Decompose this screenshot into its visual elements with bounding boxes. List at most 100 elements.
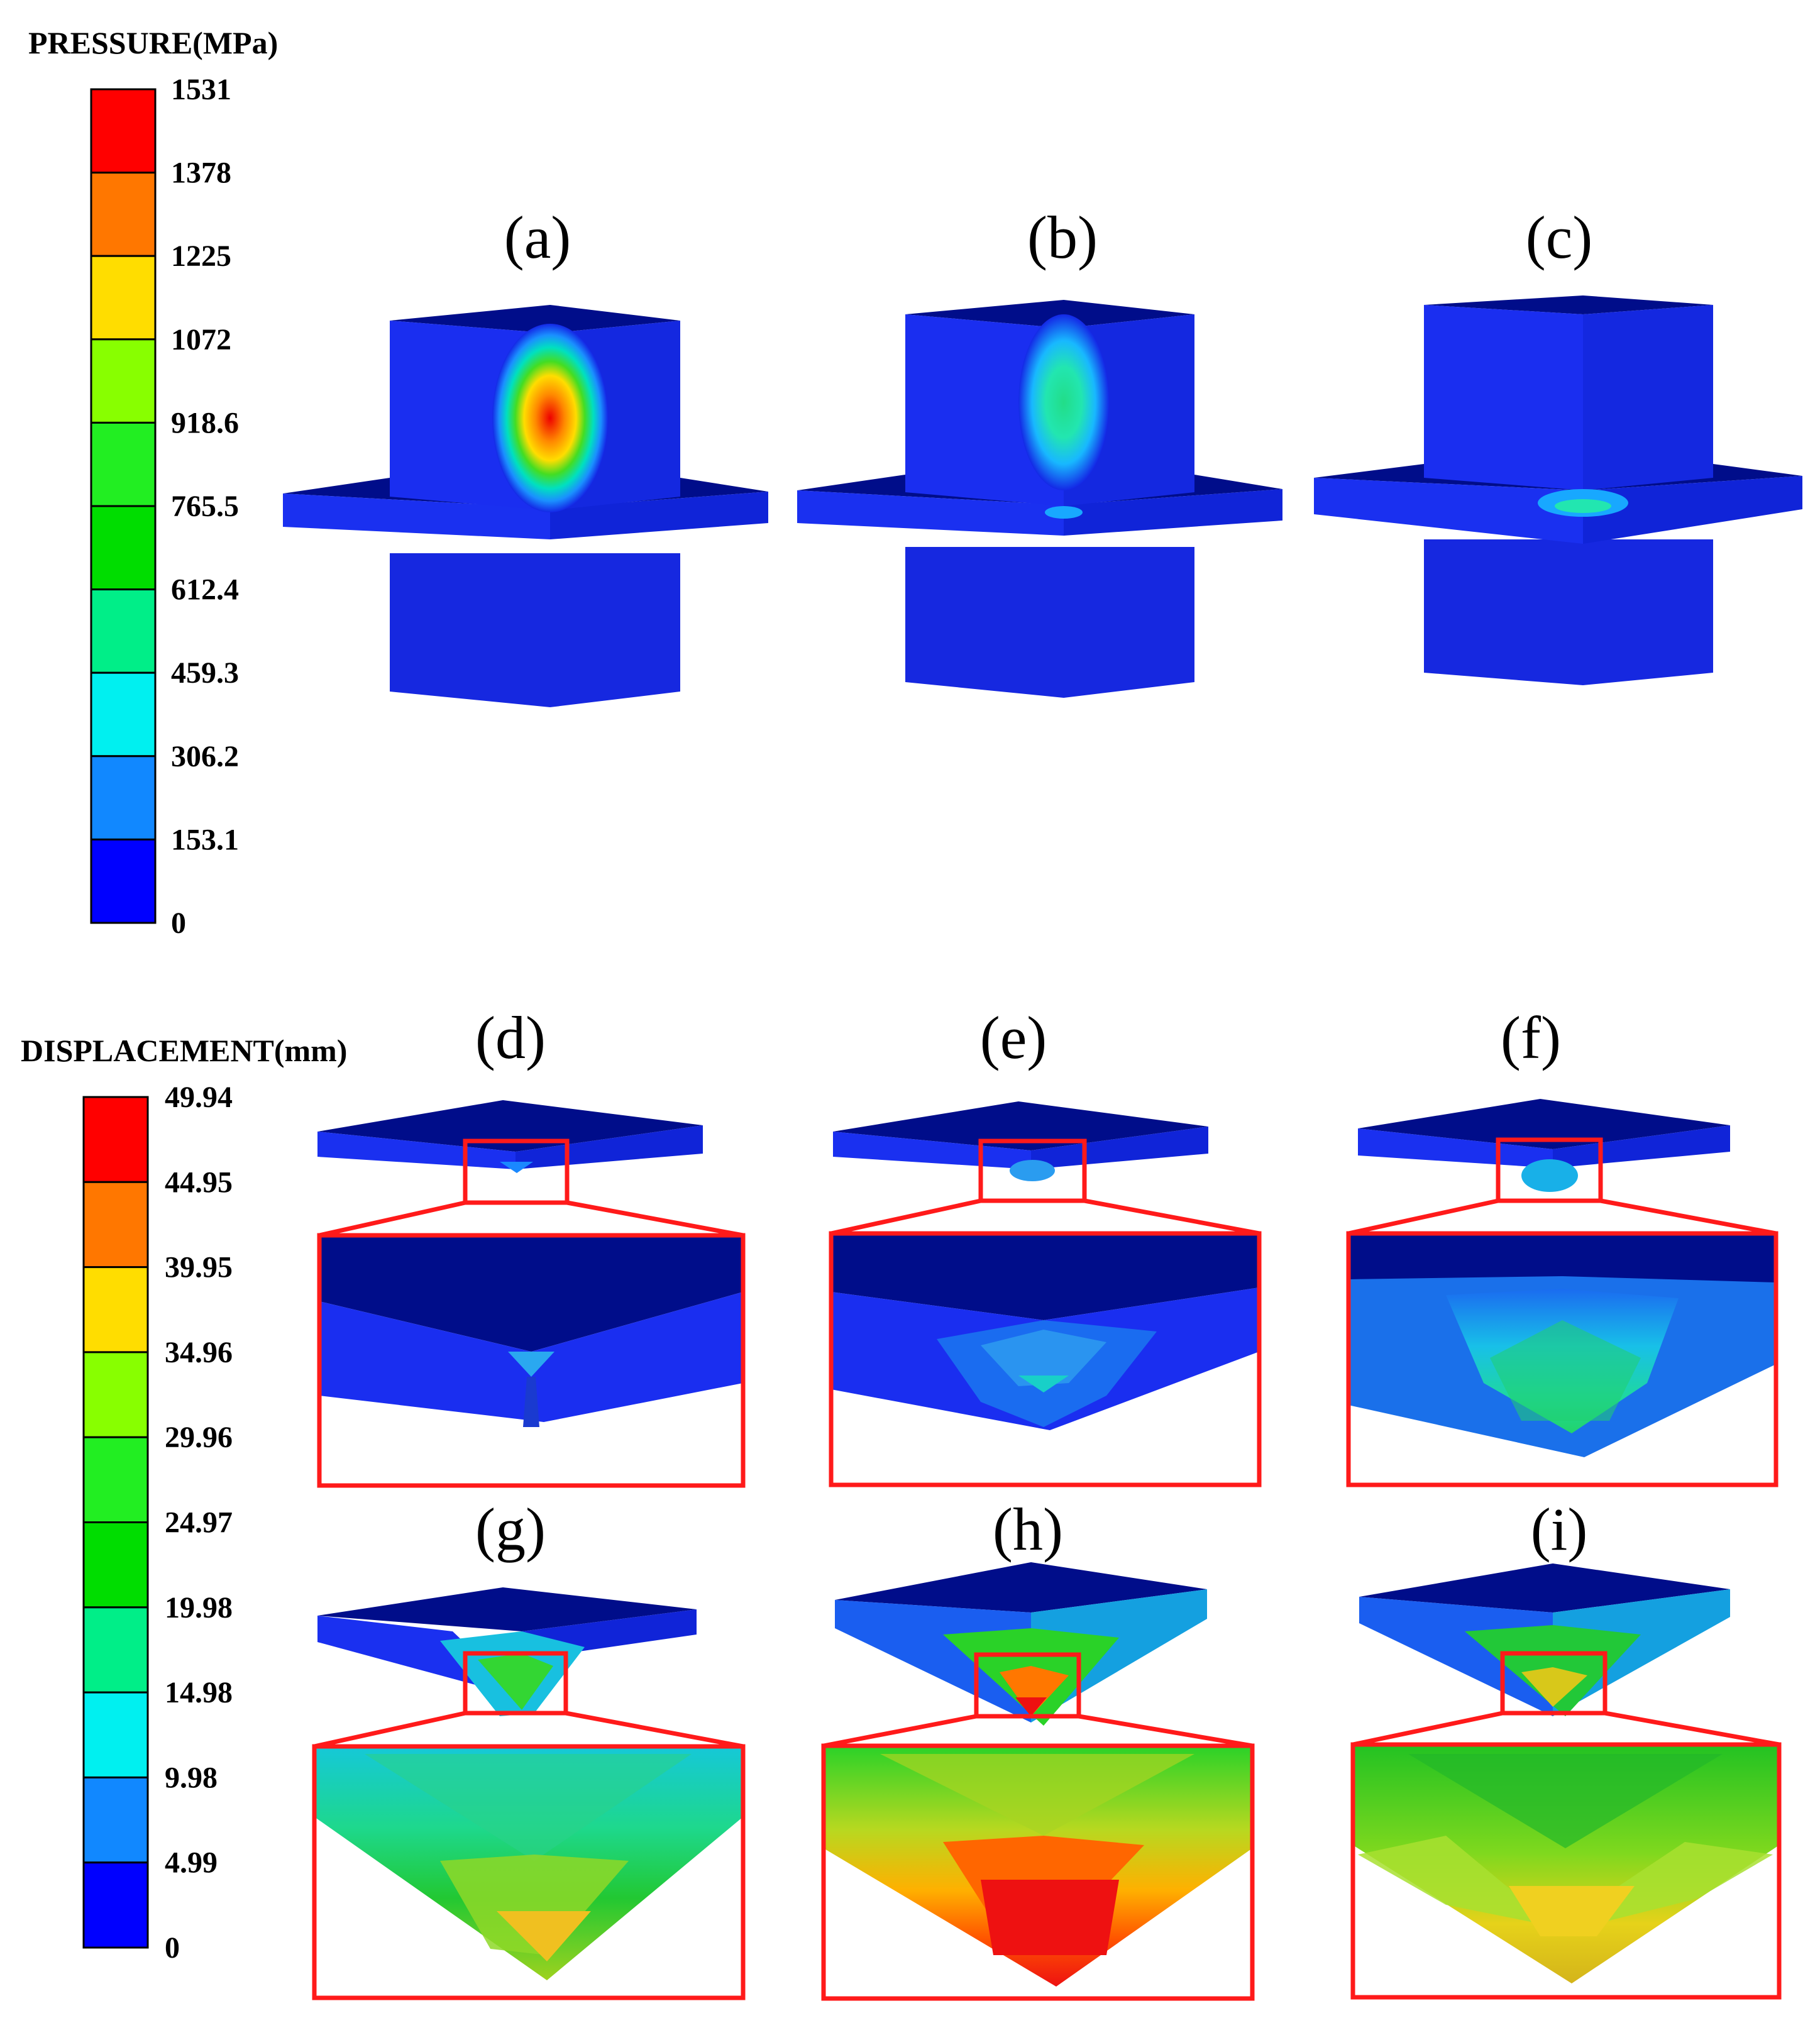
panel-i: (i) [1350,1496,1782,2000]
zoom-view [317,1233,746,1488]
colorbar-band [82,1266,149,1354]
zoom-connector [319,1200,466,1238]
colorbar-tick-label: 459.3 [171,656,239,690]
colorbar-tick-label: 1531 [171,73,231,106]
plate-top [317,1587,697,1631]
colorbar-tick-label: 44.95 [165,1166,233,1199]
colorbar-band [82,1436,149,1523]
zoom-connector [1352,1711,1503,1747]
panel-f: (f) [1346,1004,1779,1487]
colorbar-band [82,1351,149,1438]
plate-top [317,1100,703,1152]
colorbar-band [90,755,157,841]
colorbar-tick-label: 34.96 [165,1336,233,1369]
pressure-tick-labels: 1531 1378 1225 1072 918.6 765.5 612.4 459.3 306.… [171,73,239,940]
colorbar-tick-label: 39.95 [165,1251,233,1284]
zoom-view [1350,1742,1782,2000]
colorbar-band [82,1606,149,1694]
colorbar-tick-label: 918.6 [171,406,239,439]
panel-a: (a) [283,204,768,707]
panel-d-label: (d) [475,1004,546,1071]
pressure-hotspot [492,324,608,512]
colorbar-band [90,838,157,924]
plate-side-right [1064,489,1282,536]
plate-side [1358,1128,1553,1168]
zoom-connector [566,1200,744,1238]
colorbar-tick-label: 1225 [171,240,231,273]
zoom-view [1346,1231,1779,1487]
plate-side-right [516,1125,703,1169]
plate-top [1359,1563,1730,1613]
colorbar-band [90,671,157,758]
pressure-spot-lower [1045,506,1083,519]
zoom-connector [1600,1198,1777,1236]
colorbar-tick-label: 612.4 [171,573,239,607]
panel-g: (g) [312,1496,746,2000]
colorbar-tick-label: 0 [165,1931,180,1965]
plate-side [835,1600,1031,1723]
plate-side [283,493,550,539]
zoom-connector [1604,1711,1780,1747]
lower-block [1424,539,1713,685]
zoom-box [1496,1137,1603,1203]
colorbar-band [82,1691,149,1778]
plate-top [1358,1099,1730,1149]
plate-side [797,490,1064,536]
colorbar-tick-label: 1378 [171,157,231,190]
colorbar-tick-label: 9.98 [165,1761,218,1794]
colorbar-band [90,505,157,591]
panel-c-label: (c) [1526,204,1593,271]
upper-block-front [1424,305,1583,490]
upper-block-top [1424,295,1713,314]
colorbar-band [90,255,157,341]
zoom-box [978,1139,1087,1203]
colorbar-tick-label: 19.98 [165,1591,233,1624]
pressure-hotspot [1018,314,1109,490]
dent-core [1000,1666,1069,1716]
plate-top [835,1562,1207,1613]
upper-block-top [390,305,680,333]
plate-side-right [550,492,768,539]
colorbar-band [82,1521,149,1609]
colorbar-band [82,1096,149,1183]
zoom-connector [314,1711,466,1749]
plate-side-right [1031,1589,1207,1723]
displacement-legend: DISPLACEMENT(mm) 49.94 44.95 39.95 34.96 29.… [21,1033,347,1965]
panel-d: (d) [317,1004,746,1488]
colorbar-band [90,588,157,674]
panel-g-label: (g) [475,1496,546,1563]
plate-top [833,1101,1208,1150]
colorbar-tick-label: 153.1 [171,823,239,856]
lower-block [905,547,1194,698]
upper-block-right [1583,305,1713,490]
pressure-ring-inner [1555,499,1611,513]
colorbar-band [90,88,157,174]
pressure-legend: PRESSURE(MPa) 1531 1378 1225 1072 918.6 765.5… [28,25,278,940]
zoom-connector [1084,1198,1260,1236]
colorbar-tick-label: 49.94 [165,1081,233,1114]
panel-c: (c) [1314,204,1802,685]
displacement-colorbar [82,1096,149,1949]
zoom-box [974,1652,1081,1719]
colorbar-band [90,172,157,257]
panel-e: (e) [829,1004,1262,1487]
colorbar-tick-label: 765.5 [171,490,239,523]
plate-side-right [1031,1127,1208,1169]
dent [500,1162,533,1173]
plate-side-right [1553,1125,1730,1168]
zoom-view [312,1744,746,2000]
colorbar-tick-label: 24.97 [165,1506,233,1540]
colorbar-band [90,338,157,424]
displacement-tick-labels: 49.94 44.95 39.95 34.96 29.96 24.97 19.98 14.98… [165,1081,233,1965]
plate-side [1314,478,1583,544]
colorbar-tick-label: 14.98 [165,1676,233,1709]
colorbar-tick-label: 0 [171,907,186,940]
colorbar-tick-label: 1072 [171,323,231,356]
panel-b: (b) [797,204,1282,698]
upper-block-top [905,300,1194,328]
colorbar-band [90,421,157,507]
colorbar-tick-label: 29.96 [165,1421,233,1454]
zoom-box [1500,1651,1608,1716]
colorbar-tick-label: 4.99 [165,1846,218,1880]
